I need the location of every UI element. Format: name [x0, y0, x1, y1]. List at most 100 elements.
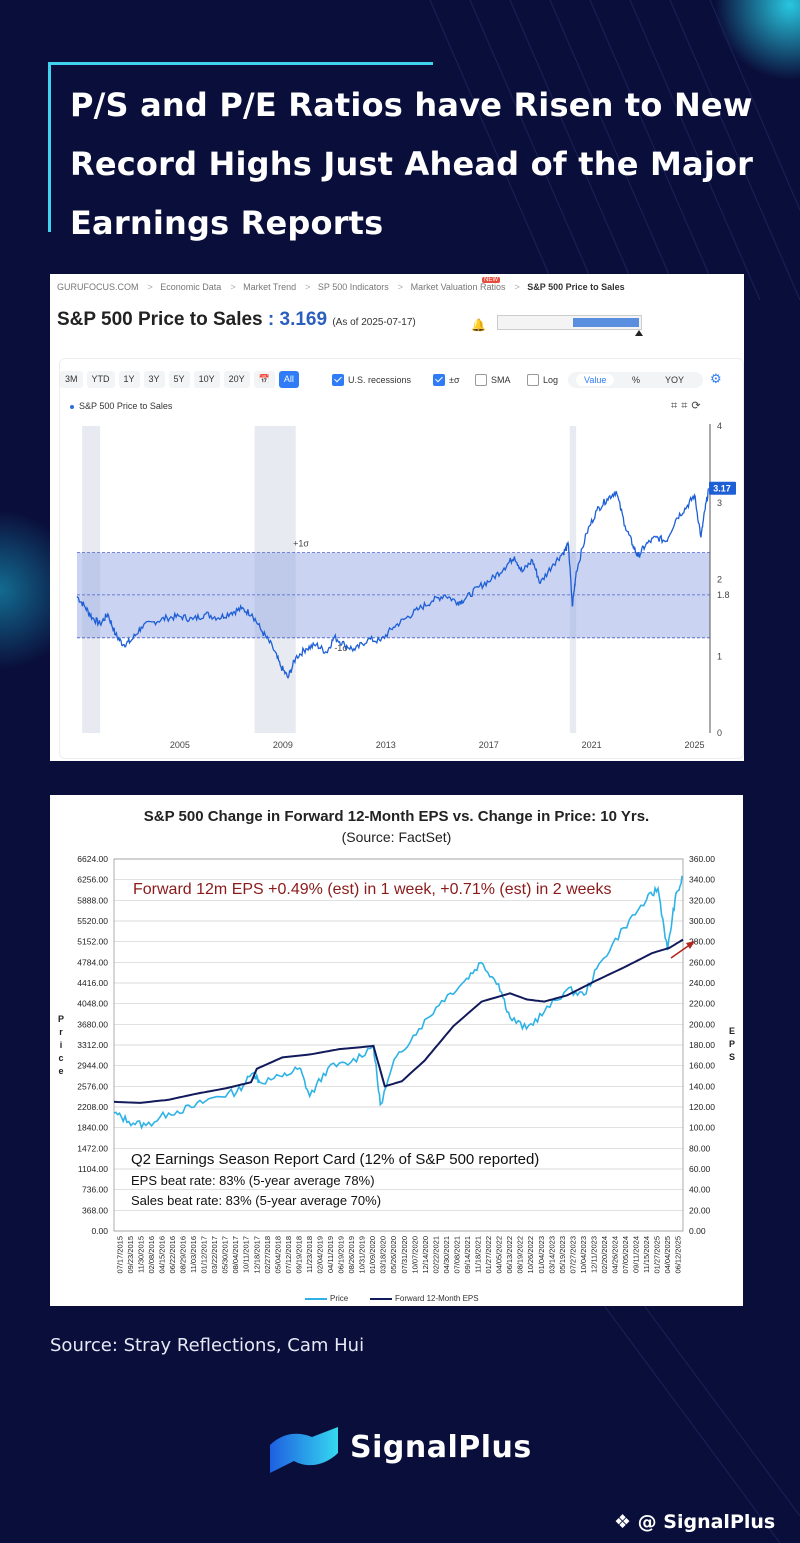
left-tick-label: 1104.00 — [78, 1164, 108, 1174]
period-3m-button[interactable]: 3M — [60, 371, 83, 388]
x-tick-label: 2005 — [170, 740, 190, 750]
right-tick-label: 240.00 — [689, 978, 715, 988]
period-5y-button[interactable]: 5Y — [168, 371, 190, 388]
page-title: S&P 500 Price to Sales : 3.169 (As of 20… — [57, 309, 416, 331]
period-1y-button[interactable]: 1Y — [118, 371, 140, 388]
x-tick-label: 10/11/2017 — [242, 1236, 251, 1273]
headline-accent-top — [48, 62, 433, 65]
chart-tools: ⌗⌗⟳ — [671, 399, 705, 413]
x-tick-label: 05/19/2023 — [558, 1236, 567, 1274]
sigma-checkbox[interactable]: ±σ — [433, 374, 460, 386]
x-tick-label: 03/18/2020 — [379, 1236, 388, 1274]
x-tick-label: 12/14/2020 — [421, 1236, 430, 1274]
sigma-label: ±σ — [449, 375, 460, 385]
x-tick-label: 05/30/2017 — [221, 1236, 230, 1274]
right-tick-label: 360.00 — [689, 854, 715, 864]
left-tick-label: 3680.00 — [77, 1019, 108, 1029]
right-tick-label: 20.00 — [689, 1205, 711, 1215]
log-checkbox[interactable]: Log — [527, 374, 558, 386]
title-value: 3.169 — [279, 309, 328, 330]
bell-icon[interactable]: 🔔 — [471, 318, 486, 332]
x-tick-label: 10/31/2019 — [358, 1236, 367, 1274]
x-tick-label: 04/05/2022 — [495, 1236, 504, 1274]
breadcrumb-item[interactable]: Market Trend — [243, 282, 297, 292]
minus-sigma-label: -1σ — [334, 643, 348, 653]
crop-icon[interactable]: ⌗ — [671, 399, 682, 412]
calendar-icon[interactable]: 📅 — [253, 371, 275, 388]
x-tick-label: 11/18/2021 — [474, 1236, 483, 1273]
x-tick-label: 05/04/2018 — [273, 1236, 282, 1274]
x-tick-label: 07/08/2021 — [453, 1236, 462, 1274]
left-tick-label: 6256.00 — [77, 875, 108, 885]
handle-text: @ SignalPlus — [637, 1511, 776, 1533]
x-tick-label: 03/22/2017 — [210, 1236, 219, 1274]
mode-yoy-button[interactable]: YOY — [665, 375, 685, 385]
breadcrumb-item[interactable]: Market Valuation Ratios — [410, 282, 506, 292]
headline-line-1: P/S and P/E Ratios have Risen to New — [70, 86, 753, 124]
source-credit: Source: Stray Reflections, Cam Hui — [50, 1335, 365, 1356]
right-tick-label: 220.00 — [689, 999, 715, 1009]
period-3y-button[interactable]: 3Y — [143, 371, 165, 388]
x-tick-label: 02/27/2018 — [263, 1236, 272, 1274]
period-buttons: 3M YTD 1Y 3Y 5Y 10Y 20Y 📅 All — [60, 371, 299, 388]
legend-eps: Forward 12-Month EPS — [370, 1294, 479, 1303]
x-tick-label: 07/27/2023 — [568, 1236, 577, 1274]
left-tick-label: 5888.00 — [77, 895, 108, 905]
y-tick-label: 1 — [717, 651, 722, 661]
left-tick-label: 4784.00 — [77, 957, 108, 967]
left-tick-label: 0.00 — [91, 1226, 108, 1236]
last-value-label: 3.17 — [713, 484, 731, 494]
period-20y-button[interactable]: 20Y — [223, 371, 250, 388]
breadcrumb-item[interactable]: SP 500 Indicators — [317, 282, 389, 292]
eps-line — [113, 938, 684, 1104]
signalplus-logo-icon — [270, 1427, 338, 1473]
right-tick-label: 260.00 — [689, 957, 715, 967]
right-tick-label: 320.00 — [689, 895, 715, 905]
period-ytd-button[interactable]: YTD — [86, 371, 115, 388]
x-tick-label: 2017 — [479, 740, 499, 750]
left-tick-label: 1840.00 — [77, 1123, 108, 1133]
crop-icon[interactable]: ⌗ — [681, 399, 692, 412]
mode-value-button[interactable]: Value — [576, 374, 615, 386]
eps-price-panel: S&P 500 Change in Forward 12-Month EPS v… — [50, 795, 743, 1306]
recessions-checkbox[interactable]: U.S. recessions — [332, 374, 411, 386]
y-tick-label: 3 — [717, 498, 722, 508]
arrowhead-icon — [686, 941, 695, 949]
sma-checkbox[interactable]: SMA — [475, 374, 511, 386]
breadcrumb-item[interactable]: GURUFOCUS.COM — [57, 282, 139, 292]
gear-icon[interactable]: ⚙ — [710, 372, 722, 387]
eps-chart-subtitle: (Source: FactSet) — [341, 829, 452, 845]
eps-chart-title: S&P 500 Change in Forward 12-Month EPS v… — [143, 808, 650, 825]
breadcrumb: GURUFOCUS.COM > Economic Data > Market Tre… — [57, 282, 625, 292]
breadcrumb-item[interactable]: Economic Data — [160, 282, 222, 292]
x-tick-label: 12/11/2023 — [589, 1236, 598, 1273]
x-tick-label: 2025 — [685, 740, 705, 750]
x-tick-label: 12/18/2017 — [252, 1236, 261, 1274]
left-tick-label: 1472.00 — [77, 1143, 108, 1153]
x-tick-label: 08/26/2019 — [347, 1236, 356, 1274]
gauge-pointer-icon — [635, 330, 643, 336]
x-tick-label: 06/12/2025 — [674, 1236, 683, 1274]
x-tick-label: 2013 — [376, 740, 396, 750]
plus-sigma-label: +1σ — [293, 539, 309, 549]
right-tick-label: 80.00 — [689, 1143, 711, 1153]
period-all-button[interactable]: All — [278, 371, 299, 388]
period-10y-button[interactable]: 10Y — [193, 371, 220, 388]
right-tick-label: 120.00 — [689, 1102, 715, 1112]
left-tick-label: 2944.00 — [77, 1061, 108, 1071]
legend-dot-icon — [70, 404, 74, 409]
right-tick-label: 200.00 — [689, 1019, 715, 1029]
x-tick-label: 02/08/2016 — [147, 1236, 156, 1274]
legend-price-label: Price — [330, 1294, 349, 1303]
brand-name: SignalPlus — [350, 1430, 532, 1465]
x-tick-label: 02/04/2019 — [316, 1236, 325, 1274]
x-tick-label: 06/22/2016 — [168, 1236, 177, 1274]
left-tick-label: 6624.00 — [77, 854, 108, 864]
mode-percent-button[interactable]: % — [632, 375, 641, 385]
breadcrumb-current: S&P 500 Price to Sales — [527, 282, 625, 292]
x-tick-label: 10/07/2020 — [410, 1236, 419, 1274]
refresh-icon[interactable]: ⟳ — [691, 399, 705, 412]
x-tick-label: 09/11/2024 — [632, 1236, 641, 1273]
x-tick-label: 05/26/2020 — [389, 1236, 398, 1274]
